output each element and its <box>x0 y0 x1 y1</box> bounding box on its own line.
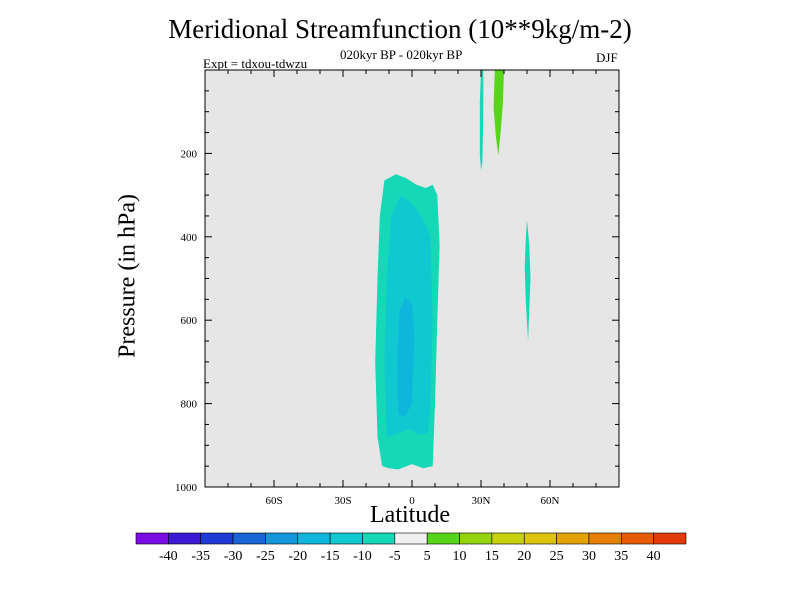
colorbar-label-11: 20 <box>517 549 531 564</box>
x-axis-label: Latitude <box>370 502 450 528</box>
season-label: DJF <box>596 50 618 65</box>
colorbar-label-3: -25 <box>256 549 275 564</box>
colorbar-swatch-3 <box>232 532 266 545</box>
colorbar-swatch-4 <box>265 532 299 545</box>
colorbar-swatch-5 <box>297 532 331 545</box>
colorbar-swatch-6 <box>329 532 363 545</box>
y-tick-label-3: 800 <box>181 399 198 411</box>
colorbar-swatch-9 <box>426 532 460 545</box>
colorbar-label-5: -15 <box>321 549 340 564</box>
colorbar-label-15: 40 <box>647 549 661 564</box>
colorbar-swatch-12 <box>523 532 557 545</box>
contour-region-3 <box>479 70 484 171</box>
colorbar-swatch-15 <box>620 532 654 545</box>
x-tick-label-0: 60S <box>265 495 282 507</box>
chart-title: Meridional Streamfunction (10**9kg/m-2) <box>168 14 632 44</box>
x-tick-label-2: 0 <box>409 495 415 507</box>
colorbar-swatch-11 <box>491 532 525 545</box>
colorbar-label-12: 25 <box>550 549 564 564</box>
colorbar-label-7: -5 <box>389 549 401 564</box>
contour-region-5 <box>524 220 531 342</box>
x-tick-label-4: 60N <box>541 495 560 507</box>
colorbar-label-14: 35 <box>614 549 628 564</box>
y-tick-label-4: 1000 <box>175 482 198 494</box>
colorbar-swatch-14 <box>588 532 622 545</box>
colorbar-swatch-8 <box>394 532 428 545</box>
colorbar-swatch-13 <box>556 532 590 545</box>
x-tick-label-3: 30N <box>472 495 491 507</box>
colorbar-swatch-10 <box>459 532 493 545</box>
contour-region-4 <box>493 70 504 156</box>
colorbar-swatch-2 <box>200 532 234 545</box>
colorbar-swatch-1 <box>168 532 202 545</box>
colorbar-label-8: 5 <box>424 549 431 564</box>
colorbar-label-1: -35 <box>191 549 210 564</box>
colorbar-swatch-16 <box>653 532 687 545</box>
colorbar-swatch-0 <box>135 532 169 545</box>
colorbar-swatch-7 <box>362 532 396 545</box>
colorbar-label-4: -20 <box>288 549 307 564</box>
contour-region-2 <box>397 297 415 417</box>
y-tick-label-2: 600 <box>181 315 198 327</box>
colorbar-label-13: 30 <box>582 549 596 564</box>
colorbar-label-0: -40 <box>159 549 178 564</box>
colorbar-label-6: -10 <box>353 549 372 564</box>
colorbar-label-2: -30 <box>224 549 243 564</box>
colorbar-label-9: 10 <box>453 549 467 564</box>
colorbar-label-10: 15 <box>485 549 499 564</box>
y-tick-label-1: 400 <box>181 232 198 244</box>
x-tick-label-1: 30S <box>334 495 351 507</box>
experiment-label: Expt = tdxou-tdwzu <box>203 56 308 71</box>
y-tick-label-0: 200 <box>181 148 198 160</box>
chart-subtitle: 020kyr BP - 020kyr BP <box>340 47 463 62</box>
